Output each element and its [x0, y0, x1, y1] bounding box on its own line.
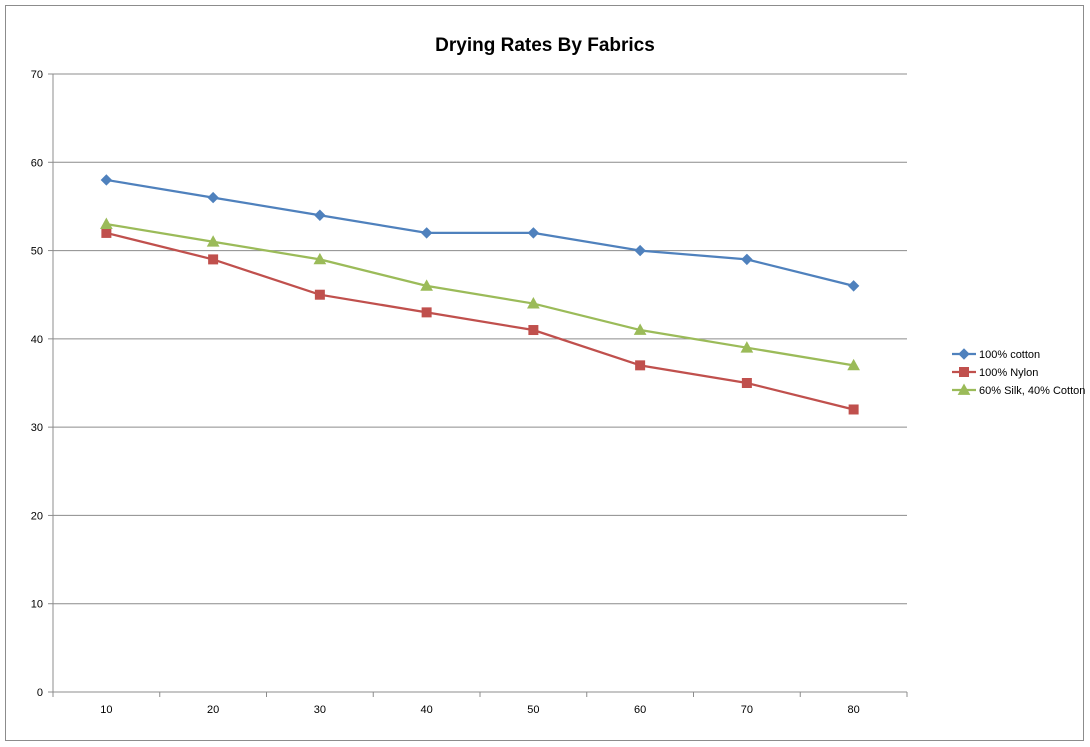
x-tick-label: 70: [741, 704, 753, 716]
data-point-diamond: [207, 191, 219, 204]
chart-frame: [5, 5, 1084, 741]
legend-item: 60% Silk, 40% Cotton: [952, 383, 1085, 397]
data-point-diamond: [314, 209, 326, 221]
data-point-square: [314, 289, 325, 300]
data-point-triangle: [100, 217, 113, 229]
data-point-square: [741, 378, 752, 388]
data-point-diamond: [634, 244, 646, 257]
series-layer: [100, 174, 860, 415]
legend-label: 100% Nylon: [979, 367, 1038, 379]
data-point-square: [959, 367, 969, 377]
data-point-diamond: [847, 280, 860, 292]
data-point-triangle: [313, 252, 327, 265]
x-tick-label: 10: [100, 704, 112, 716]
data-point-square: [421, 307, 432, 318]
series-line: [106, 178, 854, 287]
gridlines: [53, 73, 907, 605]
y-tick-label: 20: [31, 510, 43, 522]
legend-item: 100% Nylon: [952, 367, 1038, 379]
x-tick-label: 50: [527, 704, 539, 716]
data-point-triangle: [957, 383, 971, 395]
y-tick-label: 30: [31, 422, 43, 434]
data-point-diamond: [958, 348, 970, 360]
data-point-triangle: [527, 297, 540, 309]
data-point-square: [528, 325, 539, 336]
legend-label: 60% Silk, 40% Cotton: [979, 385, 1085, 397]
data-point-triangle: [633, 323, 647, 335]
legend-label: 100% cotton: [979, 349, 1040, 361]
data-point-diamond: [527, 227, 540, 239]
data-point-triangle: [206, 235, 220, 247]
x-tick-label: 80: [848, 704, 860, 716]
series-0: [100, 174, 860, 292]
x-tick-label: 30: [314, 704, 326, 716]
data-point-square: [848, 404, 859, 415]
data-point-triangle: [847, 358, 860, 371]
data-point-diamond: [420, 227, 433, 239]
data-point-triangle: [420, 279, 433, 291]
legend: 100% cotton 100% Nylon 60% Silk, 40% Cotto…: [952, 348, 1085, 397]
y-tick-label: 40: [31, 334, 43, 346]
series-line: [106, 222, 854, 367]
y-tick-label: 0: [37, 687, 43, 699]
data-point-square: [635, 360, 646, 371]
y-tick-label: 60: [31, 157, 43, 169]
data-point-diamond: [741, 253, 753, 266]
x-tick-label: 60: [634, 704, 646, 716]
y-tick-label: 70: [31, 69, 43, 81]
data-point-square: [208, 254, 219, 265]
series-2: [100, 217, 860, 371]
legend-item: 100% cotton: [952, 348, 1040, 361]
axes: 0 10 20 30 40 50 60 70 10 20 30 40 50 60 70 80: [31, 69, 908, 716]
series-line: [106, 231, 854, 411]
y-tick-label: 10: [31, 599, 43, 611]
data-point-diamond: [100, 174, 113, 186]
x-tick-label: 20: [207, 704, 219, 716]
data-point-square: [101, 227, 112, 238]
chart-title: Drying Rates By Fabrics: [435, 35, 655, 56]
series-1: [101, 227, 859, 415]
data-point-triangle: [740, 341, 754, 353]
x-tick-label: 40: [421, 704, 433, 716]
y-tick-label: 50: [31, 246, 43, 258]
